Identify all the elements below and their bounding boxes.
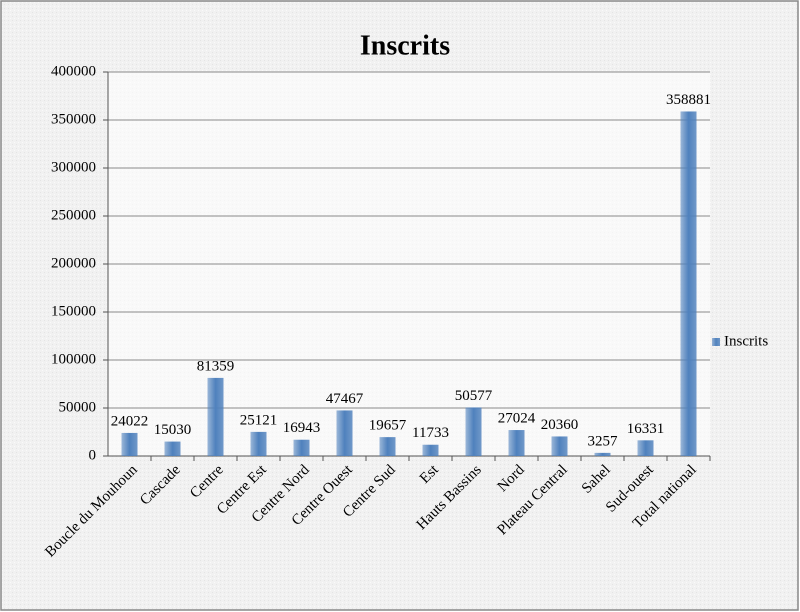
bar [379,437,396,456]
y-tick-label: 400000 [51,63,96,79]
data-label: 50577 [455,388,493,404]
y-tick-label: 50000 [59,399,97,415]
y-tick-label: 150000 [51,303,96,319]
y-tick-label: 350000 [51,111,96,127]
y-tick-label: 0 [89,447,97,463]
y-tick-label: 250000 [51,207,96,223]
data-label: 16331 [627,421,665,437]
bar [293,439,310,456]
bar [508,430,525,456]
bar [680,111,697,456]
bar [164,441,181,456]
data-label: 47467 [326,391,364,407]
legend-label: Inscrits [724,333,768,349]
data-label: 81359 [197,358,235,374]
data-label: 11733 [412,425,449,441]
bar [207,377,224,456]
bar [121,432,138,456]
bar [250,431,267,456]
data-label: 358881 [666,92,711,108]
bar [594,452,611,456]
data-label: 27024 [498,410,536,426]
bar [637,440,654,456]
data-label: 3257 [588,433,619,449]
data-label: 16943 [283,420,321,436]
legend-marker [712,338,720,346]
bar [422,444,439,456]
data-label: 19657 [369,418,407,434]
y-tick-label: 100000 [51,351,96,367]
bar [551,436,568,456]
y-tick-label: 300000 [51,159,96,175]
bar [465,407,482,456]
chart-title: Inscrits [360,30,450,61]
y-tick-label: 200000 [51,255,96,271]
data-label: 20360 [541,417,579,433]
data-label: 15030 [154,422,192,438]
data-label: 24022 [111,413,149,429]
data-label: 25121 [240,412,278,428]
bar [336,410,353,456]
